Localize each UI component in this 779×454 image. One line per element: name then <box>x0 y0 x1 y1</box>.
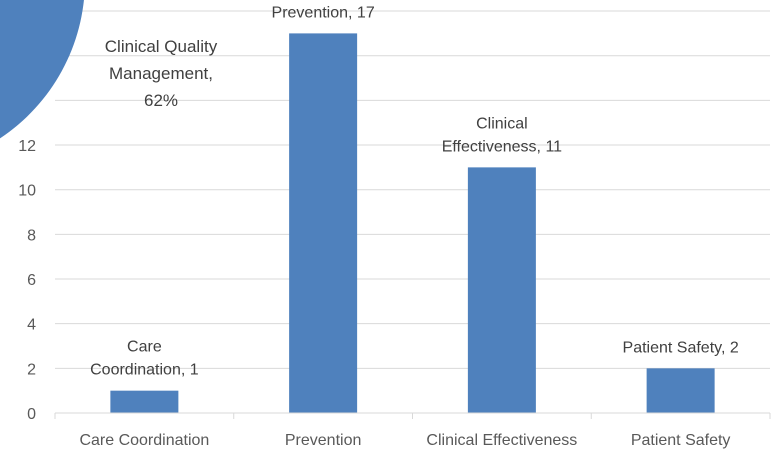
bar-care-coordination <box>110 390 179 413</box>
bar-patient-safety <box>646 368 715 413</box>
x-category-label: Clinical Effectiveness <box>426 432 577 449</box>
pie-slice-label: Clinical Quality Management, 62% <box>105 37 218 110</box>
data-label: Prevention, 17 <box>272 4 375 21</box>
data-label: Clinical Effectiveness, 11 <box>442 115 562 155</box>
y-tick-label: 8 <box>27 227 36 244</box>
bar-prevention <box>289 33 358 413</box>
x-category-label: Patient Safety <box>631 432 731 449</box>
x-axis-labels: Care Coordination Prevention Clinical Effe… <box>79 432 730 449</box>
data-labels: Care Coordination, 1 Prevention, 17 Clinica… <box>90 4 739 378</box>
y-tick-label: 4 <box>27 317 36 334</box>
bars <box>110 33 715 413</box>
gridlines <box>55 10 770 369</box>
overlay-pie: Clinical Quality Management, 62% <box>0 0 218 139</box>
y-tick-label: 0 <box>27 406 36 423</box>
bar-clinical-effectiveness <box>467 167 536 413</box>
data-label: Patient Safety, 2 <box>623 339 739 356</box>
y-tick-label: 10 <box>18 183 36 200</box>
x-axis <box>54 412 771 419</box>
x-category-label: Care Coordination <box>79 432 209 449</box>
y-tick-label: 6 <box>27 272 36 289</box>
y-tick-label: 2 <box>27 361 36 378</box>
pie-slice <box>0 0 84 139</box>
data-label: Care Coordination, 1 <box>90 339 199 379</box>
y-tick-label: 12 <box>18 138 36 155</box>
y-axis-ticks: 0 2 4 6 8 10 12 <box>18 138 36 423</box>
x-category-label: Prevention <box>285 432 362 449</box>
